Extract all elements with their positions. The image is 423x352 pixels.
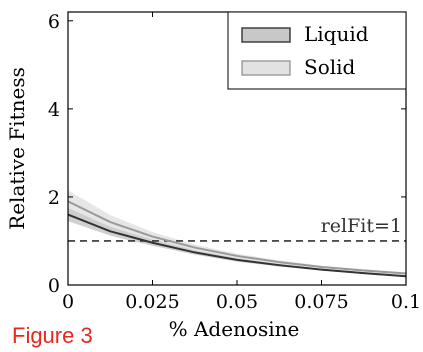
x-tick-label: 0.05 <box>216 291 258 313</box>
legend: Liquid Solid <box>227 11 407 90</box>
line-solid <box>67 200 407 275</box>
y-tick-label: 6 <box>48 11 60 33</box>
x-tick-label: 0.025 <box>125 291 179 313</box>
x-axis-label: % Adenosine <box>169 317 300 341</box>
legend-label-solid: Solid <box>304 55 356 79</box>
y-tick-label: 4 <box>48 99 60 121</box>
y-axis-label: Relative Fitness <box>5 67 29 230</box>
x-tick-label: 0.1 <box>391 291 421 313</box>
line-liquid <box>67 213 407 278</box>
reference-line-label: relFit=1 <box>321 215 402 237</box>
band-solid <box>68 190 406 275</box>
legend-swatch-liquid <box>241 27 291 43</box>
x-tick-label: 0 <box>62 291 74 313</box>
legend-swatch-solid <box>241 60 291 76</box>
legend-label-liquid: Liquid <box>304 22 369 46</box>
y-tick-label: 0 <box>48 275 60 297</box>
figure-label: Figure 3 <box>12 323 93 348</box>
x-tick-label: 0.075 <box>294 291 348 313</box>
legend-box <box>227 11 407 90</box>
y-tick-label: 2 <box>48 187 60 209</box>
